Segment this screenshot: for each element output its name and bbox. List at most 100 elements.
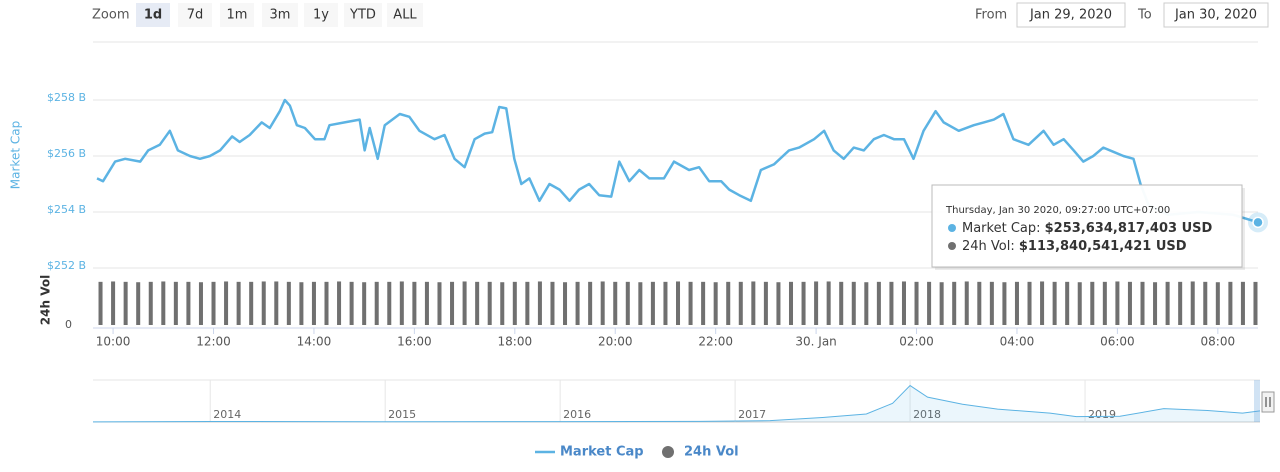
volume-bar xyxy=(939,282,944,325)
volume-bar xyxy=(1040,281,1045,325)
volume-bar xyxy=(450,281,455,325)
volume-bar xyxy=(374,281,379,325)
volume-bar xyxy=(186,281,191,325)
zoom-button[interactable] xyxy=(220,3,254,27)
volume-bar xyxy=(600,281,605,325)
volume-bar xyxy=(1102,281,1107,325)
from-date[interactable]: Jan 29, 2020 xyxy=(1029,8,1112,23)
navigator-tick-label: 2017 xyxy=(738,408,766,421)
volume-bar xyxy=(136,282,141,325)
zoom-button-label[interactable]: 7d xyxy=(187,8,204,23)
y-axis-title: Market Cap xyxy=(9,121,23,189)
volume-bar xyxy=(512,281,517,325)
volume-bar xyxy=(324,281,329,325)
volume-bar xyxy=(1253,281,1258,325)
volume-bar xyxy=(337,281,342,325)
zoom-button[interactable] xyxy=(304,3,338,27)
y2-tick-label: 0 xyxy=(65,318,72,331)
zoom-button-label[interactable]: 3m xyxy=(270,8,291,23)
volume-bar xyxy=(914,281,919,325)
volume-bar xyxy=(462,281,467,325)
navigator-tick-label: 2019 xyxy=(1088,408,1116,421)
volume-bar xyxy=(1090,281,1095,325)
volume-bar xyxy=(487,281,492,325)
y-tick-label: $254 B xyxy=(47,203,86,216)
volume-bar xyxy=(173,281,178,325)
volume-bar xyxy=(989,281,994,325)
navigator-scrollbar-handle[interactable] xyxy=(1261,391,1275,413)
volume-bar xyxy=(1052,281,1057,325)
zoom-button[interactable] xyxy=(387,3,423,27)
y-tick-label: $252 B xyxy=(47,259,86,272)
x-tick-label: 30. Jan xyxy=(795,335,836,349)
navigator-area xyxy=(93,385,1260,422)
volume-bar xyxy=(111,281,116,325)
volume-bar xyxy=(424,281,429,325)
volume-bar xyxy=(437,282,442,325)
volume-bar xyxy=(1153,282,1158,325)
volume-bar xyxy=(1178,281,1183,325)
to-date[interactable]: Jan 30, 2020 xyxy=(1174,8,1257,23)
volume-bar xyxy=(387,281,392,325)
volume-bar xyxy=(198,282,203,325)
x-tick-label: 10:00 xyxy=(96,335,131,349)
volume-bar xyxy=(311,281,316,325)
volume-bar xyxy=(588,281,593,325)
navigator-tick-label: 2014 xyxy=(213,408,241,421)
volume-bar xyxy=(1027,281,1032,325)
volume-bar xyxy=(563,282,568,325)
volume-bar xyxy=(1127,281,1132,325)
y-tick-label: $258 B xyxy=(47,91,86,104)
x-tick-label: 08:00 xyxy=(1201,335,1236,349)
tooltip-symbol xyxy=(948,224,956,232)
volume-bar xyxy=(738,281,743,325)
zoom-button-label[interactable]: 1y xyxy=(313,8,329,23)
volume-bar xyxy=(901,281,906,325)
market-cap-line xyxy=(96,98,1259,224)
from-input[interactable] xyxy=(1016,2,1126,28)
y-tick-label: $256 B xyxy=(47,147,86,160)
volume-bar xyxy=(261,281,266,325)
zoom-button[interactable] xyxy=(136,3,170,27)
volume-bar xyxy=(1014,281,1019,325)
zoom-button-label[interactable]: 1m xyxy=(227,8,248,23)
navigator-line xyxy=(92,384,1261,423)
volume-bar xyxy=(663,281,668,325)
volume-bar xyxy=(236,281,241,325)
zoom-button[interactable] xyxy=(262,3,298,27)
x-tick-label: 22:00 xyxy=(698,335,733,349)
volume-bar xyxy=(1165,281,1170,325)
volume-bar xyxy=(249,281,254,325)
to-input[interactable] xyxy=(1163,2,1269,28)
legend-symbol xyxy=(662,446,674,458)
volume-bar xyxy=(362,282,367,325)
volume-bar xyxy=(148,281,153,325)
navigator-tick-label: 2015 xyxy=(388,408,416,421)
tooltip: Thursday, Jan 30 2020, 09:27:00 UTC+07:0… xyxy=(931,184,1245,270)
zoom-label: Zoom xyxy=(92,8,129,23)
volume-bar xyxy=(788,281,794,325)
zoom-button-label[interactable]: ALL xyxy=(393,8,417,23)
volume-bar xyxy=(1203,281,1208,325)
volume-bar xyxy=(211,281,216,325)
zoom-button-label[interactable]: YTD xyxy=(349,8,376,23)
volume-bar xyxy=(550,281,555,325)
volume-bar xyxy=(224,281,229,325)
volume-bar xyxy=(412,281,417,325)
volume-bar xyxy=(525,281,530,325)
volume-bar xyxy=(876,281,881,325)
volume-bar xyxy=(161,281,166,325)
zoom-button[interactable] xyxy=(344,3,382,27)
volume-bar xyxy=(274,281,279,325)
volume-bar xyxy=(964,281,969,325)
volume-bar xyxy=(123,281,128,325)
volume-bar xyxy=(1115,281,1120,325)
x-tick-label: 18:00 xyxy=(498,335,533,349)
to-label: To xyxy=(1137,8,1152,23)
zoom-button[interactable] xyxy=(178,3,212,27)
volume-bar xyxy=(801,281,806,325)
x-tick-label: 14:00 xyxy=(297,335,332,349)
hover-marker xyxy=(1252,216,1264,229)
zoom-button-label[interactable]: 1d xyxy=(144,8,162,23)
